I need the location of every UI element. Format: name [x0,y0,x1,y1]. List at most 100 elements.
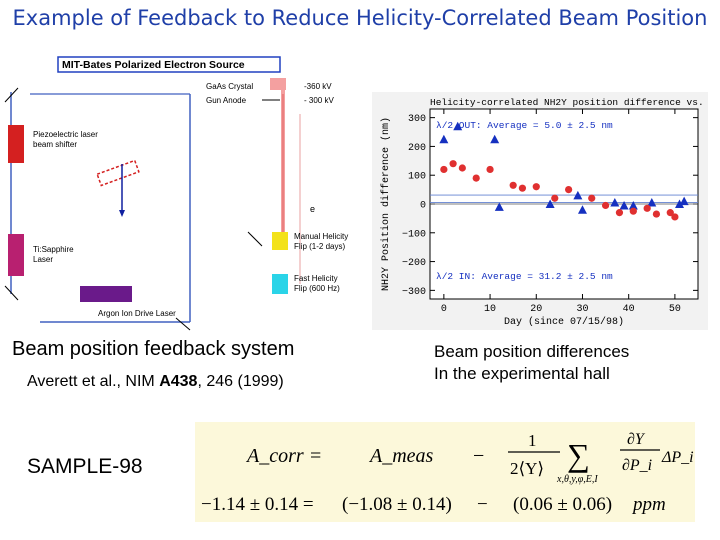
electron-label: e [310,204,315,214]
eq-meas: A_meas [368,445,434,467]
page-title: Example of Feedback to Reduce Helicity-C… [12,6,708,30]
eq2-lhs: −1.14 ± 0.14 = [201,494,314,515]
anode-voltage: - 300 kV [304,96,334,105]
x-tick-label: 40 [623,304,635,315]
polarized-source-diagram: MIT-Bates Polarized Electron Source GaAs… [0,54,370,334]
circle-point [652,210,661,218]
eq-equals: = [310,445,321,467]
eq-partial-den: ∂P_i [622,457,652,474]
manual-flip-2: Flip (1-2 days) [294,242,345,251]
hall-caption-line1: Beam position differences [434,342,630,361]
circle-point [643,204,651,212]
circle-point [588,194,596,202]
x-tick-label: 0 [441,304,447,315]
y-tick-label: 200 [408,143,426,154]
argon-label: Argon Ion Drive Laser [98,309,176,318]
eq-sum: ∑ [567,437,590,473]
ti-label-1: Ti:Sapphire [33,245,74,254]
circle-point [551,194,559,202]
piezo-label-2: beam shifter [33,140,77,149]
piezo-shifter [8,125,24,163]
y-tick-label: 100 [408,172,426,183]
chart-xlabel: Day (since 07/15/98) [504,316,624,328]
y-tick-label: 300 [408,114,426,125]
triangle-point [545,199,555,208]
manual-helicity-box [272,232,288,250]
circle-point [601,201,610,210]
circle-point [565,186,573,194]
triangle-point [494,202,504,211]
triangle-point [490,134,500,144]
eq-minus: − [473,445,484,467]
mirror-1 [4,87,19,103]
diagram-header: MIT-Bates Polarized Electron Source [62,59,245,71]
eq2-unit: ppm [631,494,666,515]
argon-laser [80,286,132,302]
reference-prefix: Averett et al., NIM [27,373,160,390]
hall-caption-line2: In the experimental hall [434,364,610,383]
triangle-point [439,134,449,144]
circle-point [458,164,466,172]
triangle-point [679,196,689,206]
circle-point [440,165,448,174]
circle-point [486,165,494,174]
anode-label: Gun Anode [206,96,247,105]
reference: Averett et al., NIM A438, 246 (1999) [27,373,284,391]
equation-background [195,422,695,522]
triangle-point [610,198,620,207]
ti-sapphire-laser [8,234,24,276]
x-tick-label: 30 [576,304,588,315]
legend-in: λ/2 IN: Average = 31.2 ± 2.5 nm [436,271,613,282]
circle-point [671,213,679,221]
equation-box: A_corr = A_meas − 1 2⟨Y⟩ ∑ x,θ,y,φ,E,I ∂… [195,422,695,522]
position-difference-chart: Helicity-correlated NH2Y position differ… [372,92,708,330]
piezo-label-1: Piezoelectric laser [33,130,98,139]
eq-frac-den: 2⟨Y⟩ [510,459,544,478]
mirror-4 [247,231,263,247]
legend-out: λ/2 OUT: Average = 5.0 ± 2.5 nm [436,120,613,131]
reference-suffix: , 246 (1999) [197,373,284,390]
eq2-rhs: (0.06 ± 0.06) [513,494,612,515]
x-tick-label: 10 [484,304,496,315]
mirror-2 [4,285,19,301]
diagram-header-box [57,56,281,73]
eq-lhs: A_corr [245,445,304,467]
circle-point [449,160,457,168]
diagram-background [0,54,370,334]
ti-label-2: Laser [33,255,53,264]
y-tick-label: 0 [420,201,426,212]
manual-flip-1: Manual Helicity [294,232,348,241]
fast-flip-2: Flip (600 Hz) [294,284,340,293]
circle-point [518,184,527,192]
laser-beam-arrow [119,210,125,217]
feedback-caption: Beam position feedback system [12,338,295,360]
fast-flip-1: Fast Helicity [294,274,338,283]
gaas-label: GaAs Crystal [206,82,253,91]
eq-delta: ΔP_i [661,449,694,466]
mirror-3 [175,317,191,331]
circle-point [615,209,624,217]
sample-label: SAMPLE-98 [27,455,143,478]
circle-point [472,174,480,182]
circle-point [509,181,517,189]
triangle-point [453,121,463,131]
gaas-voltage: -360 kV [304,82,332,91]
triangle-point [573,190,583,200]
circle-point [532,183,540,191]
chart-ylabel: NH2Y Position difference (nm) [380,117,392,291]
eq-partial-num: ∂Y [627,431,646,448]
eq2-minus: − [477,494,488,515]
x-tick-label: 50 [669,304,681,315]
x-tick-label: 20 [530,304,542,315]
chart-title: Helicity-correlated NH2Y position differ… [430,97,708,108]
triangle-point [628,200,638,210]
reference-volume: A438 [159,373,198,390]
circle-point [666,209,674,217]
triangle-point [619,200,629,210]
beamline-top [270,78,286,90]
triangle-point [647,198,657,207]
triangle-point [675,199,685,208]
hall-caption: Beam position differences In the experim… [434,341,714,385]
y-tick-label: −300 [402,287,426,298]
eq-sum-sub: x,θ,y,φ,E,I [556,474,598,485]
